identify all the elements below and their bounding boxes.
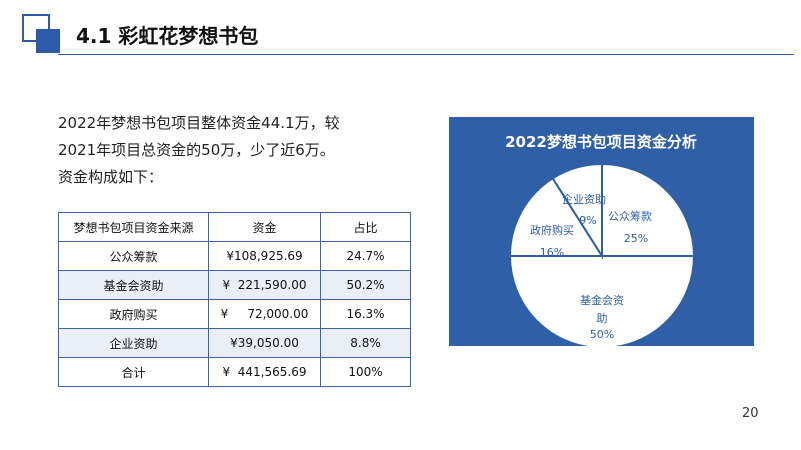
pie-slice bbox=[551, 162, 603, 260]
cell-source: 基金会资助 bbox=[58, 270, 209, 300]
table-row: 政府购买 ¥ 72,000.00 16.3% bbox=[58, 299, 411, 329]
slice-label: 公众筹款 bbox=[608, 209, 652, 223]
cell-amount: ¥39,050.00 bbox=[208, 328, 321, 358]
chart-title: 2022梦想书包项目资金分析 bbox=[505, 133, 697, 151]
cell-source: 公众筹款 bbox=[58, 241, 209, 271]
cell-source: 合计 bbox=[58, 357, 209, 387]
intro-line: 资金构成如下： bbox=[58, 168, 164, 186]
cell-source: 政府购买 bbox=[58, 299, 209, 329]
column-header-source: 梦想书包项目资金来源 bbox=[58, 212, 209, 242]
table-row: 基金会资助 ¥ 221,590.00 50.2% bbox=[58, 270, 411, 300]
slice-label: 政府购买 bbox=[530, 223, 574, 237]
cell-share: 8.8% bbox=[320, 328, 411, 358]
column-header-share: 占比 bbox=[320, 212, 411, 242]
cell-share: 24.7% bbox=[320, 241, 411, 271]
slice-percent: 50% bbox=[590, 328, 614, 341]
intro-paragraph: 2022年梦想书包项目整体资金44.1万，较 2021年项目总资金的50万，少了… bbox=[58, 110, 388, 191]
pie-chart: 2022梦想书包项目资金分析 公众筹款 25% 基金会资助 50% 政府购买 16% 企业资… bbox=[505, 133, 697, 346]
slice-label: 基金会资 bbox=[580, 293, 624, 307]
slice-label: 助 bbox=[597, 311, 608, 325]
cell-amount: ¥ 441,565.69 bbox=[208, 357, 321, 387]
funding-table: 梦想书包项目资金来源 资金 占比 公众筹款 ¥108,925.69 24.7% … bbox=[58, 212, 411, 387]
header-divider bbox=[58, 54, 794, 55]
column-header-amount: 资金 bbox=[208, 212, 321, 242]
cell-amount: ¥ 221,590.00 bbox=[208, 270, 321, 300]
cell-share: 16.3% bbox=[320, 299, 411, 329]
intro-line: 2021年项目总资金的50万，少了近6万。 bbox=[58, 141, 335, 159]
cell-share: 100% bbox=[320, 357, 411, 387]
slice-label: 企业资助 bbox=[562, 192, 606, 206]
pie-chart-panel: 2022梦想书包项目资金分析 公众筹款 25% 基金会资助 50% 政府购买 16% 企业资… bbox=[449, 117, 754, 346]
cell-source: 企业资助 bbox=[58, 328, 209, 358]
cell-amount: ¥ 72,000.00 bbox=[208, 299, 321, 329]
slice-percent: 9% bbox=[579, 214, 596, 227]
header-decoration-fill bbox=[36, 29, 60, 53]
page-number: 20 bbox=[742, 406, 759, 421]
cell-amount: ¥108,925.69 bbox=[208, 241, 321, 271]
page-title: 4.1 彩虹花梦想书包 bbox=[76, 24, 259, 48]
table-header-row: 梦想书包项目资金来源 资金 占比 bbox=[58, 212, 411, 242]
slice-percent: 16% bbox=[540, 246, 564, 259]
pie-slice bbox=[508, 176, 604, 257]
table-row-total: 合计 ¥ 441,565.69 100% bbox=[58, 357, 411, 387]
intro-line: 2022年梦想书包项目整体资金44.1万，较 bbox=[58, 114, 340, 132]
table-row: 企业资助 ¥39,050.00 8.8% bbox=[58, 328, 411, 358]
pie-slice bbox=[601, 162, 696, 257]
pie-slice bbox=[508, 255, 696, 346]
table-row: 公众筹款 ¥108,925.69 24.7% bbox=[58, 241, 411, 271]
cell-share: 50.2% bbox=[320, 270, 411, 300]
slice-percent: 25% bbox=[624, 232, 648, 245]
